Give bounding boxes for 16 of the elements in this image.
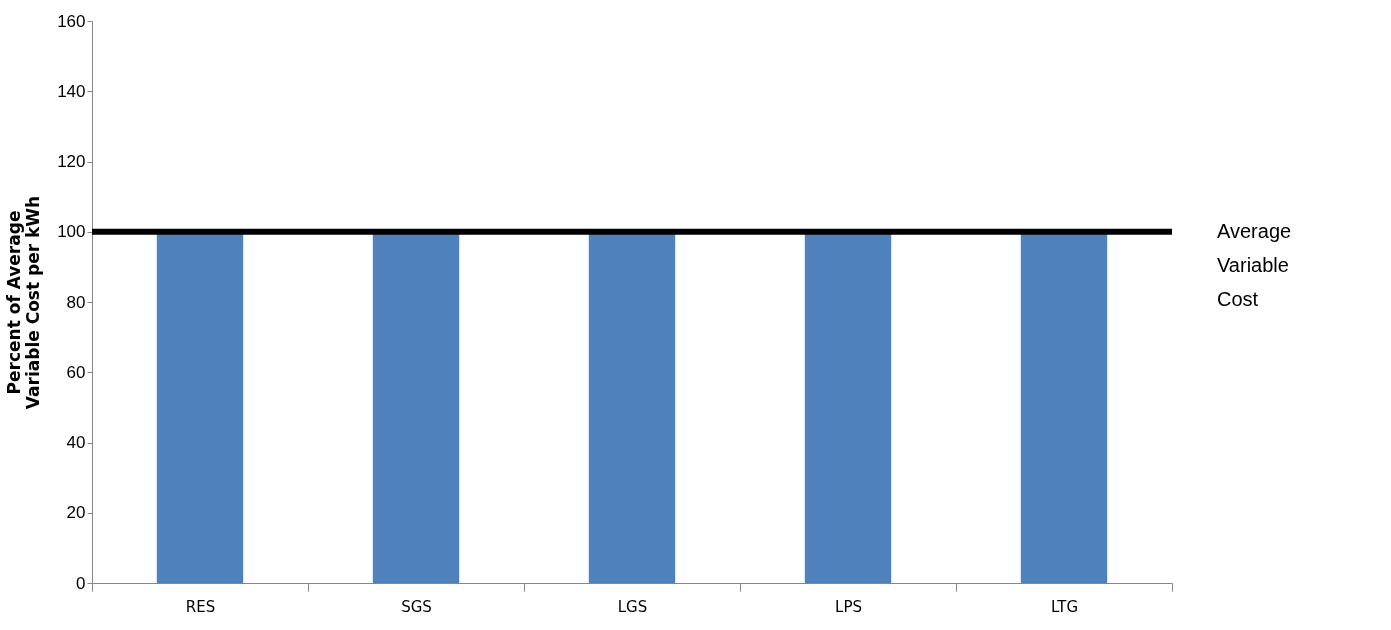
x-tick-label: LPS — [835, 597, 862, 616]
x-tick-label: LGS — [617, 597, 648, 616]
x-tick-label: SGS — [401, 597, 432, 616]
y-tick-label: 40 — [66, 433, 86, 452]
x-tick-label: LTG — [1050, 597, 1079, 616]
y-tick-label: 120 — [57, 152, 86, 171]
x-tick-label: RES — [185, 597, 216, 616]
y-tick-label: 20 — [66, 503, 86, 523]
y-tick-label: 140 — [57, 81, 86, 101]
y-tick-label: 160 — [57, 11, 86, 31]
y-tick-label: 60 — [66, 362, 86, 382]
y-axis-title: Percent of Average Variable Cost per kWh — [4, 195, 44, 410]
y-tick-label: 80 — [66, 292, 86, 312]
y-tick-label: 100 — [57, 222, 86, 242]
y-tick-label: 0 — [76, 573, 86, 593]
ref-line-label: Average Variable Cost — [1217, 219, 1292, 310]
